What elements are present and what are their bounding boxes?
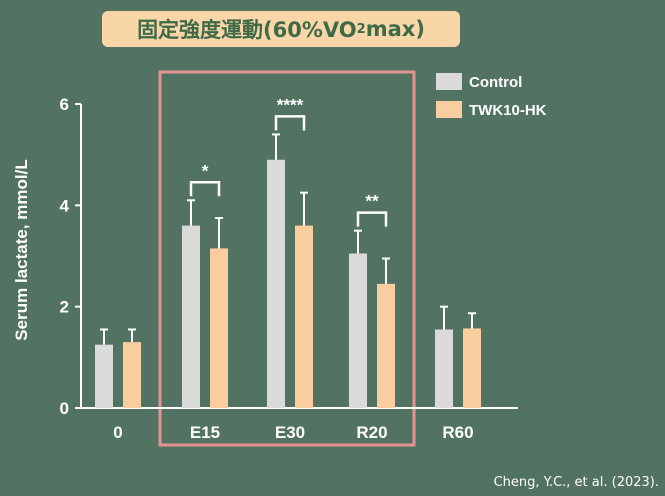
x-tick-label: R20	[356, 423, 387, 442]
y-axis-label: Serum lactate, mmol/L	[12, 159, 31, 340]
highlight-box	[158, 70, 416, 447]
x-tick-label: E15	[190, 423, 220, 442]
legend-swatch	[436, 73, 462, 90]
bar-twk10-hk-r20	[377, 283, 395, 408]
significance-label: **	[365, 192, 379, 211]
bar-control-0	[95, 344, 113, 408]
x-tick-label: E30	[275, 423, 305, 442]
x-tick-label: 0	[113, 423, 122, 442]
significance-bracket	[356, 211, 388, 227]
bar-control-e15	[182, 225, 200, 408]
legend-label: Control	[469, 74, 522, 91]
bar-twk10-hk-e30	[295, 225, 313, 408]
significance-label: *	[202, 161, 209, 180]
x-tick-label: R60	[442, 423, 473, 442]
significance-bracket	[189, 181, 221, 197]
significance-label: ****	[277, 95, 304, 114]
y-tick-label: 0	[60, 399, 69, 418]
legend-label: TWK10-HK	[469, 102, 547, 119]
bar-twk10-hk-e15	[210, 248, 228, 408]
y-tick-label: 6	[60, 95, 69, 114]
bar-control-r20	[349, 253, 367, 408]
bar-twk10-hk-0	[123, 342, 141, 408]
y-tick-label: 2	[60, 298, 69, 317]
chart-title: 固定強度運動(60%VO 2 max)	[102, 11, 460, 47]
bar-control-e30	[267, 159, 285, 408]
bar-twk10-hk-r60	[463, 328, 481, 408]
bar-control-r60	[435, 329, 453, 408]
citation: Cheng, Y.C., et al. (2023).	[493, 475, 659, 490]
y-tick-label: 4	[60, 196, 70, 215]
title-subscript: 2	[356, 21, 366, 37]
title-main: 固定強度運動(60%VO	[137, 18, 357, 42]
legend-swatch	[436, 101, 462, 118]
significance-bracket	[274, 115, 306, 131]
title-tail: max)	[365, 17, 425, 41]
